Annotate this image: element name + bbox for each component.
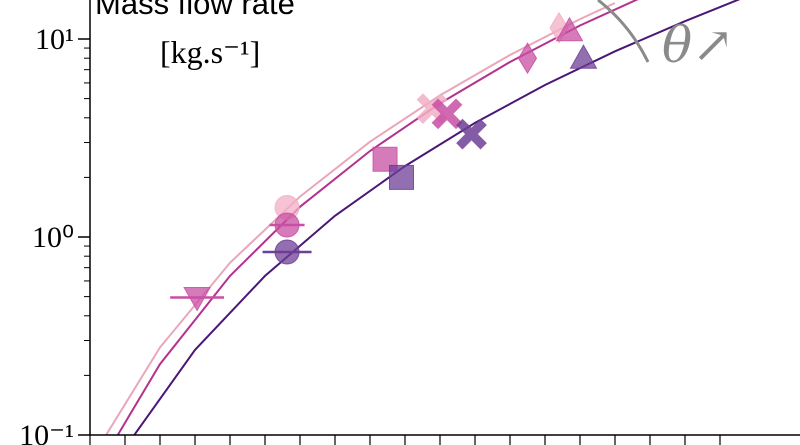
angle-annotation: θ↗ [662,16,734,74]
marker [274,212,300,238]
marker [389,164,414,190]
angle-arc [597,0,650,63]
marker [183,286,211,312]
marker [555,16,584,42]
y-axis-unit: [kg.s⁻¹] [160,34,260,70]
fit-line [133,0,741,435]
marker [456,118,487,150]
y-tick-label: 10⁰ [32,221,74,254]
y-tick-label: 10¹ [35,23,74,56]
marker [569,44,598,69]
markers [170,11,598,312]
marker [274,239,300,265]
chart-title: Mass flow rate [95,0,295,21]
marker [517,42,538,75]
y-tick-label: 10⁻¹ [19,419,74,445]
marker [431,98,463,130]
